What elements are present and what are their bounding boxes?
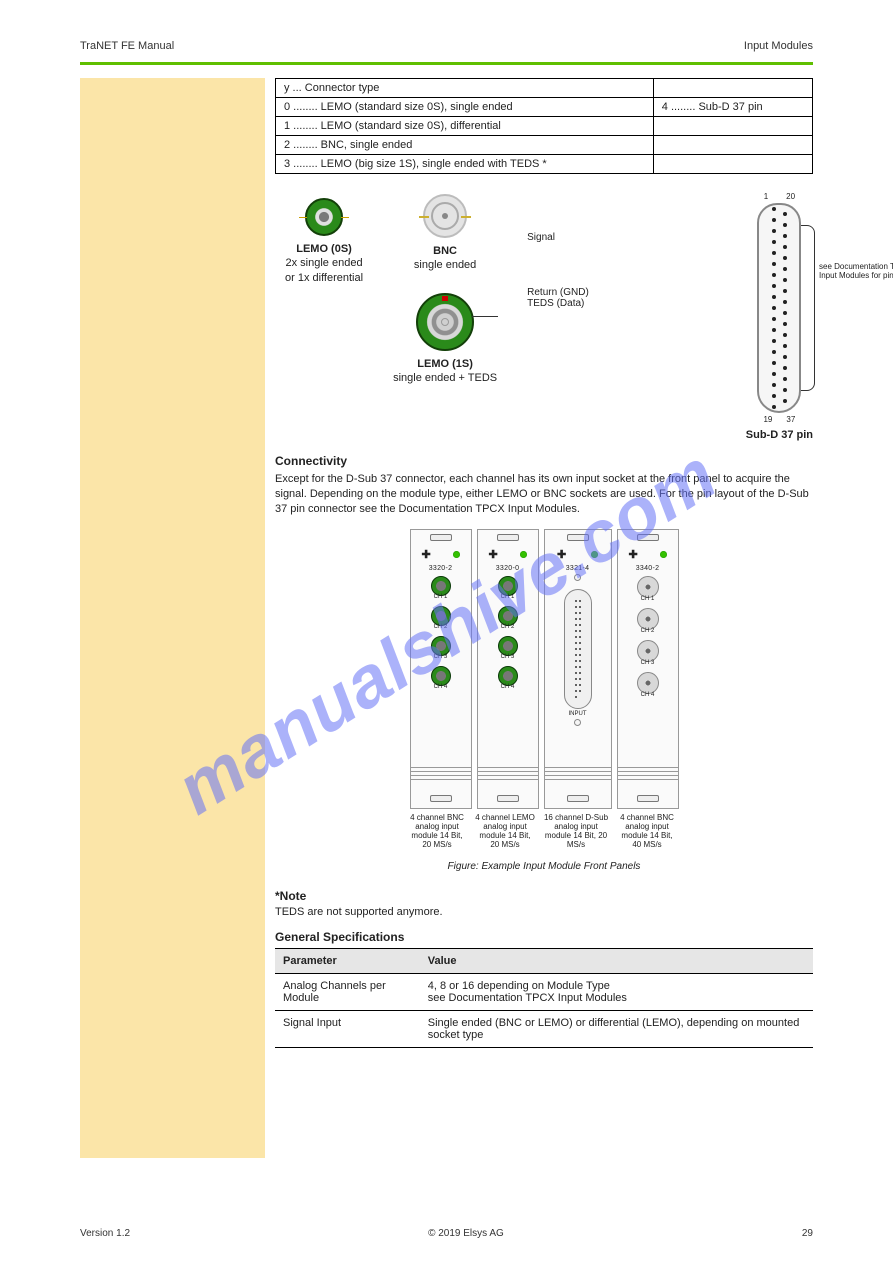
header-section-title: Input Modules	[744, 40, 813, 52]
table-cell: 4, 8 or 16 depending on Module Type see …	[420, 973, 813, 1010]
lemo-0s-icon	[305, 198, 343, 236]
specs-heading: General Specifications	[275, 930, 813, 944]
connectivity-heading: Connectivity	[275, 454, 813, 468]
led-icon	[520, 551, 527, 558]
jack-label: CH 3	[641, 660, 655, 666]
table-cell: 1 ........ LEMO (standard size 0S), diff…	[276, 117, 654, 136]
module-caption: 16 channel D-Sub analog input module 14 …	[542, 813, 610, 849]
module-caption: 4 channel LEMO analog input module 14 Bi…	[474, 813, 536, 849]
module-figure-row: ✚ 3320-2 CH 1 CH 2 CH 3 CH 4 ✚ 3320-0 CH…	[275, 529, 813, 849]
table-cell	[653, 117, 812, 136]
jack-label: CH 2	[501, 624, 515, 630]
table-cell: Single ended (BNC or LEMO) or differenti…	[420, 1010, 813, 1047]
jack-label: CH 3	[434, 654, 448, 660]
table-cell	[653, 136, 812, 155]
module-panel: ✚ 3321-4 INPUT	[544, 529, 612, 809]
jack-icon	[637, 608, 659, 630]
header-rule	[80, 62, 813, 65]
table-cell: Signal Input	[275, 1010, 420, 1047]
jack-icon	[431, 666, 451, 686]
specs-table: ParameterValue Analog Channels per Modul…	[275, 948, 813, 1048]
module-name: 3320-2	[427, 565, 455, 572]
jack-label: CH 1	[501, 594, 515, 600]
jack-label: CH 4	[641, 692, 655, 698]
table-cell	[653, 79, 812, 98]
connector-sub: or 1x differential	[285, 272, 363, 284]
footer: Version 1.2 © 2019 Elsys AG 29	[80, 1228, 813, 1239]
led-icon	[453, 551, 460, 558]
figure-caption: Figure: Example Input Module Front Panel…	[275, 861, 813, 872]
pin-number: 1	[764, 192, 768, 201]
jack-icon	[498, 666, 518, 686]
table-cell: 2 ........ BNC, single ended	[276, 136, 654, 155]
table-cell: Analog Channels per Module	[275, 973, 420, 1010]
jack-label: CH 3	[501, 654, 515, 660]
jack-icon	[498, 576, 518, 596]
pin-label: TEDS (Data)	[527, 298, 584, 309]
lemo-1s-icon	[416, 293, 474, 351]
jack-icon	[498, 606, 518, 626]
connector-sub: single ended + TEDS	[393, 372, 497, 384]
pin-number: 19	[763, 415, 772, 424]
pin-label: Signal	[527, 232, 555, 243]
jack-icon	[431, 606, 451, 626]
dsub37-icon	[757, 203, 801, 413]
table-header: Value	[420, 948, 813, 973]
connector-sub: single ended	[414, 259, 476, 271]
jack-label: CH 2	[641, 628, 655, 634]
module-panel: ✚ 3320-2 CH 1 CH 2 CH 3 CH 4	[410, 529, 472, 809]
sidebar-placeholder	[80, 78, 265, 1158]
pin-number: 20	[786, 192, 795, 201]
jack-label: CH 1	[434, 594, 448, 600]
dsub-brace-label: see Documentation TPCX Input Modules for…	[819, 262, 893, 280]
note-body: TEDS are not supported anymore.	[275, 906, 443, 918]
main-content: y ... Connector type 0 ........ LEMO (st…	[275, 78, 813, 1048]
table-cell: 3 ........ LEMO (big size 1S), single en…	[276, 155, 654, 174]
table-cell: 0 ........ LEMO (standard size 0S), sing…	[276, 98, 654, 117]
jack-icon	[431, 576, 451, 596]
connector-illustrations: LEMO (0S) 2x single ended or 1x differen…	[285, 192, 813, 442]
led-icon	[591, 551, 598, 558]
module-panel: ✚ 3320-0 CH 1 CH 2 CH 3 CH 4	[477, 529, 539, 809]
jack-icon	[498, 636, 518, 656]
pin-label: Return (GND)	[527, 287, 589, 298]
module-panel: ✚ 3340-2 CH 1 CH 2 CH 3 CH 4	[617, 529, 679, 809]
footer-version: Version 1.2	[80, 1228, 130, 1239]
jack-label: CH 4	[501, 684, 515, 690]
connector-label: LEMO (1S)	[417, 358, 473, 370]
connector-sub: 2x single ended	[286, 257, 363, 269]
table-cell: 4 ........ Sub-D 37 pin	[653, 98, 812, 117]
jack-icon	[637, 576, 659, 598]
module-name: 3321-4	[564, 565, 592, 572]
module-caption: 4 channel BNC analog input module 14 Bit…	[616, 813, 678, 849]
connector-label: LEMO (0S)	[296, 243, 352, 255]
module-caption: 4 channel BNC analog input module 14 Bit…	[406, 813, 468, 849]
module-name: 3340-2	[634, 565, 662, 572]
header-doc-title: TraNET FE Manual	[80, 40, 174, 52]
table-header: Parameter	[275, 948, 420, 973]
connector-code-table: y ... Connector type 0 ........ LEMO (st…	[275, 78, 813, 174]
jack-label: CH 1	[641, 596, 655, 602]
note-title: *Note	[275, 889, 306, 903]
jack-label: INPUT	[569, 711, 587, 717]
module-name: 3320-0	[494, 565, 522, 572]
table-cell	[653, 155, 812, 174]
led-icon	[660, 551, 667, 558]
jack-label: CH 4	[434, 684, 448, 690]
connectivity-paragraph: Except for the D-Sub 37 connector, each …	[275, 472, 813, 517]
jack-icon	[431, 636, 451, 656]
connector-label: BNC	[433, 245, 457, 257]
jack-icon	[637, 672, 659, 694]
bnc-icon	[423, 194, 467, 238]
footer-page-number: 29	[802, 1228, 813, 1239]
dsub-mini-icon	[564, 589, 592, 709]
jack-icon	[637, 640, 659, 662]
footer-copyright: © 2019 Elsys AG	[428, 1228, 504, 1239]
jack-label: CH 2	[434, 624, 448, 630]
connector-label: Sub-D 37 pin	[746, 429, 813, 441]
table-cell: y ... Connector type	[276, 79, 654, 98]
pin-number: 37	[786, 415, 795, 424]
